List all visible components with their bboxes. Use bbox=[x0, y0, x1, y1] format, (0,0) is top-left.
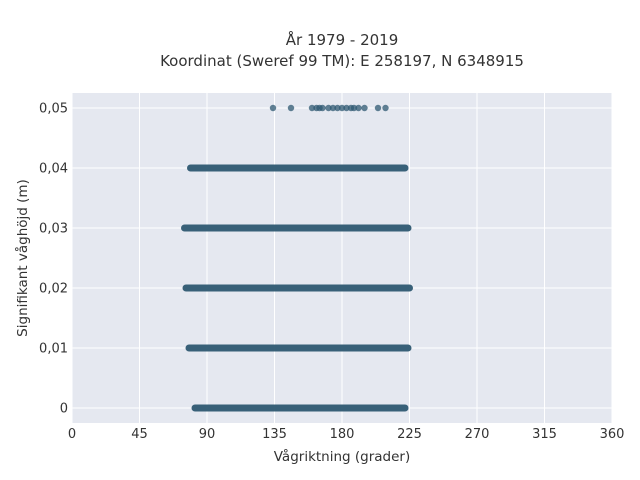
y-tick-label-3: 0,03 bbox=[39, 222, 68, 237]
y-tick-label-5: 0,05 bbox=[39, 102, 68, 117]
data-point-0 bbox=[269, 104, 277, 112]
data-point-7 bbox=[329, 104, 337, 112]
x-tick-label-2: 90 bbox=[199, 427, 216, 442]
data-point-13 bbox=[355, 104, 362, 112]
x-tick-label-3: 135 bbox=[262, 427, 287, 442]
y-tick-label-4: 0,04 bbox=[39, 162, 68, 177]
data-point-16 bbox=[382, 104, 389, 112]
x-tick-label-7: 315 bbox=[532, 427, 557, 442]
x-axis-label: Vågriktning (grader) bbox=[274, 448, 411, 465]
data-point-12 bbox=[350, 104, 358, 112]
y-axis-label: Signifikant våghöjd (m) bbox=[14, 179, 31, 337]
data-points bbox=[269, 104, 389, 112]
y-tick-label-2: 0,02 bbox=[39, 282, 68, 297]
data-point-2 bbox=[308, 104, 316, 112]
chart-title-line1: År 1979 - 2019 bbox=[286, 30, 399, 49]
x-tick-label-8: 360 bbox=[600, 427, 625, 442]
x-tick-label-5: 225 bbox=[397, 427, 422, 442]
x-tick-label-6: 270 bbox=[465, 427, 490, 442]
data-bands bbox=[181, 164, 413, 412]
data-point-6 bbox=[325, 104, 332, 112]
x-tick-label-1: 45 bbox=[131, 427, 148, 442]
data-point-5 bbox=[319, 104, 326, 112]
x-tick-label-4: 180 bbox=[330, 427, 355, 442]
y-tick-labels: 0 0,01 0,02 0,03 0,04 0,05 bbox=[39, 102, 68, 417]
data-point-1 bbox=[287, 104, 295, 112]
y-tick-label-1: 0,01 bbox=[39, 342, 68, 357]
y-tick-label-0: 0 bbox=[60, 402, 68, 417]
x-tick-label-0: 0 bbox=[68, 427, 76, 442]
data-point-15 bbox=[374, 104, 382, 112]
chart-title-line2: Koordinat (Sweref 99 TM): E 258197, N 63… bbox=[160, 52, 524, 70]
data-point-14 bbox=[361, 104, 368, 112]
data-point-8 bbox=[334, 104, 341, 112]
data-point-9 bbox=[338, 104, 346, 112]
x-tick-labels: 0 45 90 135 180 225 270 315 360 bbox=[68, 427, 625, 442]
data-point-10 bbox=[343, 104, 350, 112]
